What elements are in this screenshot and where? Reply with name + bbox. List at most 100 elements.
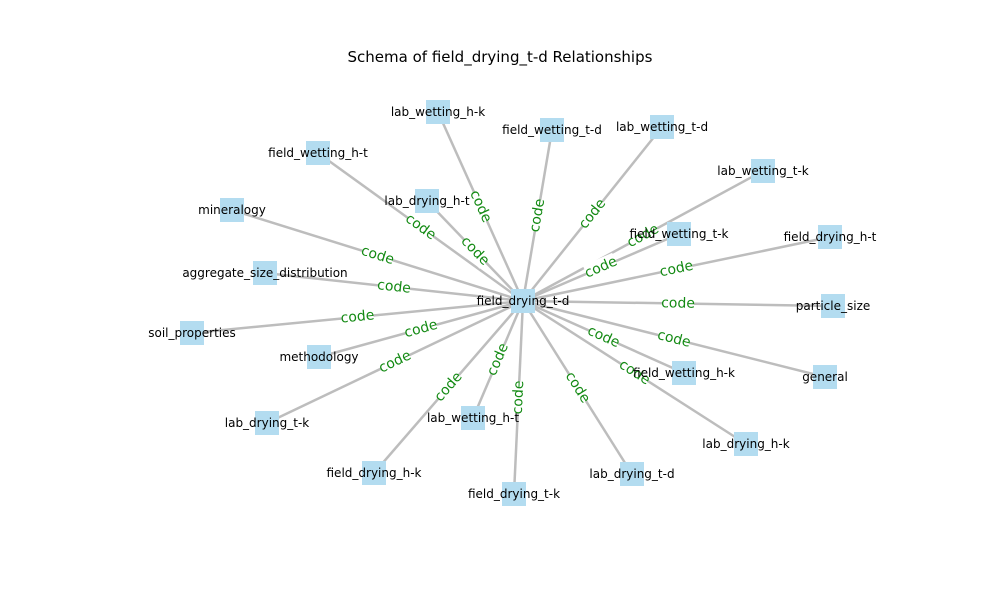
node-label: field_drying_h-t bbox=[784, 230, 877, 244]
node-marker bbox=[751, 159, 775, 183]
edge-label-text: code bbox=[376, 277, 411, 297]
node-marker bbox=[306, 141, 330, 165]
edge-label-general: code bbox=[656, 326, 693, 352]
edge-label-background bbox=[575, 195, 610, 233]
node-label: field_wetting_h-t bbox=[268, 146, 368, 160]
node-methodology[interactable]: methodology bbox=[279, 345, 359, 369]
node-label: lab_wetting_t-k bbox=[717, 164, 809, 178]
edge-label-background bbox=[659, 256, 694, 282]
edge-label-background bbox=[359, 242, 396, 269]
node-label: field_drying_t-d bbox=[477, 294, 570, 308]
node-marker bbox=[540, 118, 564, 142]
node-general[interactable]: general bbox=[802, 365, 848, 389]
node-mineralogy[interactable]: mineralogy bbox=[198, 198, 266, 222]
node-label: field_wetting_t-d bbox=[502, 123, 602, 137]
edge-label-text: code bbox=[562, 369, 594, 406]
node-field_drying_t-k[interactable]: field_drying_t-k bbox=[468, 482, 560, 506]
node-field_wetting_h-k[interactable]: field_wetting_h-k bbox=[633, 361, 735, 385]
node-field_wetting_t-d[interactable]: field_wetting_t-d bbox=[502, 118, 602, 142]
edge-label-background bbox=[585, 322, 622, 352]
node-label: general bbox=[802, 370, 848, 384]
node-label: lab_drying_h-t bbox=[384, 194, 469, 208]
node-marker bbox=[307, 345, 331, 369]
node-marker bbox=[362, 461, 386, 485]
node-label: field_drying_t-k bbox=[468, 487, 560, 501]
node-lab_drying_t-d[interactable]: lab_drying_t-d bbox=[589, 462, 675, 486]
edge-label-text: code bbox=[484, 341, 512, 378]
node-label: lab_drying_t-k bbox=[225, 416, 310, 430]
node-lab_wetting_t-d[interactable]: lab_wetting_t-d bbox=[616, 115, 708, 139]
node-label: field_wetting_h-k bbox=[633, 366, 735, 380]
nodes-layer: field_drying_t-d lab_wetting_h-k field_wet… bbox=[148, 100, 877, 506]
edge-label-background bbox=[508, 381, 529, 414]
edge-label-field_wetting_t-k: code bbox=[582, 252, 620, 283]
node-label: field_wetting_t-k bbox=[629, 227, 728, 241]
node-label: lab_wetting_t-d bbox=[616, 120, 708, 134]
node-lab_wetting_h-t[interactable]: lab_wetting_h-t bbox=[427, 406, 519, 430]
edge-label-particle_size: code bbox=[661, 294, 695, 313]
node-label: field_drying_h-k bbox=[327, 466, 422, 480]
node-field_drying_h-k[interactable]: field_drying_h-k bbox=[327, 461, 422, 485]
node-field_wetting_t-k[interactable]: field_wetting_t-k bbox=[629, 222, 729, 246]
edge-label-mineralogy: code bbox=[359, 242, 396, 269]
edge-label-background bbox=[561, 369, 594, 406]
node-marker bbox=[813, 365, 837, 389]
node-marker bbox=[620, 462, 644, 486]
edge-label-text: code bbox=[402, 211, 439, 244]
node-particle_size[interactable]: particle_size bbox=[796, 294, 871, 318]
edge-label-soil_properties: code bbox=[340, 306, 375, 328]
edge-label-background bbox=[616, 356, 653, 389]
edge-label-background bbox=[624, 220, 662, 252]
edge-label-text: code bbox=[661, 295, 695, 312]
edge-label-text: code bbox=[656, 327, 693, 351]
node-label: soil_properties bbox=[148, 326, 236, 340]
edge-label-field_wetting_h-t: code bbox=[402, 210, 439, 244]
node-marker bbox=[667, 222, 691, 246]
node-lab_drying_h-k[interactable]: lab_drying_h-k bbox=[702, 432, 790, 456]
edge-label-field_drying_h-t: code bbox=[658, 256, 695, 282]
node-soil_properties[interactable]: soil_properties bbox=[148, 321, 236, 345]
node-marker bbox=[821, 294, 845, 318]
edge-label-background bbox=[656, 326, 692, 352]
edge-label-text: code bbox=[376, 348, 413, 377]
node-field_wetting_h-t[interactable]: field_wetting_h-t bbox=[268, 141, 368, 165]
node-aggregate_size_distribution[interactable]: aggregate_size_distribution bbox=[182, 261, 348, 285]
node-marker bbox=[415, 189, 439, 213]
node-marker bbox=[461, 406, 485, 430]
edge-label-background bbox=[465, 188, 496, 225]
node-marker bbox=[255, 411, 279, 435]
node-label: lab_wetting_h-t bbox=[427, 411, 519, 425]
edge-label-text: code bbox=[585, 323, 622, 351]
edge-label-lab_wetting_h-k: code bbox=[465, 188, 496, 225]
edge-label-lab_wetting_h-t: code bbox=[483, 341, 513, 378]
node-label: lab_drying_t-d bbox=[589, 467, 674, 481]
node-marker bbox=[253, 261, 277, 285]
edge-label-background bbox=[483, 341, 513, 378]
edge-label-lab_drying_t-d: code bbox=[561, 369, 594, 406]
edge-label-field_wetting_h-k: code bbox=[585, 322, 622, 352]
node-lab_wetting_t-k[interactable]: lab_wetting_t-k bbox=[717, 159, 809, 183]
node-marker bbox=[818, 225, 842, 249]
center-node[interactable]: field_drying_t-d bbox=[477, 289, 570, 313]
edge-label-text: code bbox=[510, 380, 528, 414]
edge-label-background bbox=[340, 306, 375, 328]
node-lab_drying_h-t[interactable]: lab_drying_h-t bbox=[384, 189, 470, 213]
node-label: lab_drying_h-k bbox=[702, 437, 789, 451]
edge-label-background bbox=[582, 252, 620, 283]
edge-label-text: code bbox=[527, 198, 548, 234]
edge-label-background bbox=[525, 198, 550, 233]
edge-label-aggregate_size_distribution: code bbox=[376, 276, 412, 298]
edge-label-background bbox=[376, 346, 414, 378]
edge-label-background bbox=[431, 369, 466, 405]
node-field_drying_h-t[interactable]: field_drying_h-t bbox=[784, 225, 877, 249]
node-marker bbox=[502, 482, 526, 506]
node-lab_drying_t-k[interactable]: lab_drying_t-k bbox=[225, 411, 310, 435]
diagram-title: Schema of field_drying_t-d Relationships bbox=[347, 48, 653, 66]
edge-label-lab_wetting_t-d: code bbox=[575, 195, 610, 233]
edge-label-lab_drying_t-k: code bbox=[376, 346, 414, 378]
node-lab_wetting_h-k[interactable]: lab_wetting_h-k bbox=[391, 100, 485, 124]
edge-label-field_drying_t-k: code bbox=[508, 380, 529, 415]
node-marker bbox=[426, 100, 450, 124]
